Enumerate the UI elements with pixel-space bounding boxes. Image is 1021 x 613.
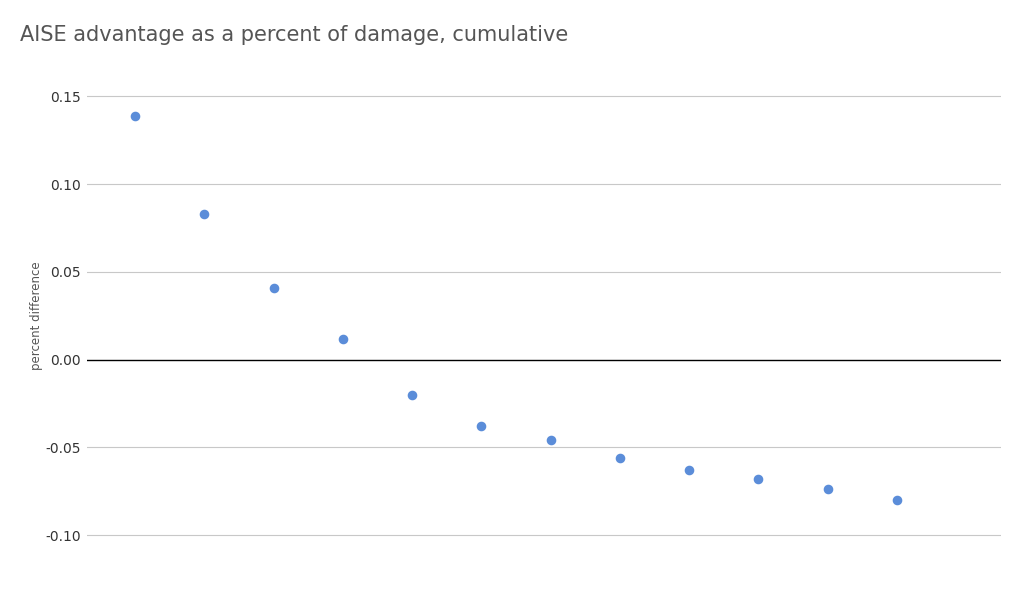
Point bbox=[819, 484, 835, 494]
Point bbox=[542, 435, 558, 445]
Text: AISE advantage as a percent of damage, cumulative: AISE advantage as a percent of damage, c… bbox=[20, 25, 569, 45]
Point bbox=[681, 465, 697, 475]
Point bbox=[750, 474, 767, 484]
Point bbox=[473, 421, 489, 431]
Point bbox=[335, 333, 351, 343]
Point bbox=[127, 111, 143, 121]
Point bbox=[404, 390, 421, 400]
Point bbox=[265, 283, 282, 292]
Point bbox=[612, 453, 628, 463]
Point bbox=[888, 495, 905, 505]
Point bbox=[196, 209, 212, 219]
Y-axis label: percent difference: percent difference bbox=[30, 261, 43, 370]
